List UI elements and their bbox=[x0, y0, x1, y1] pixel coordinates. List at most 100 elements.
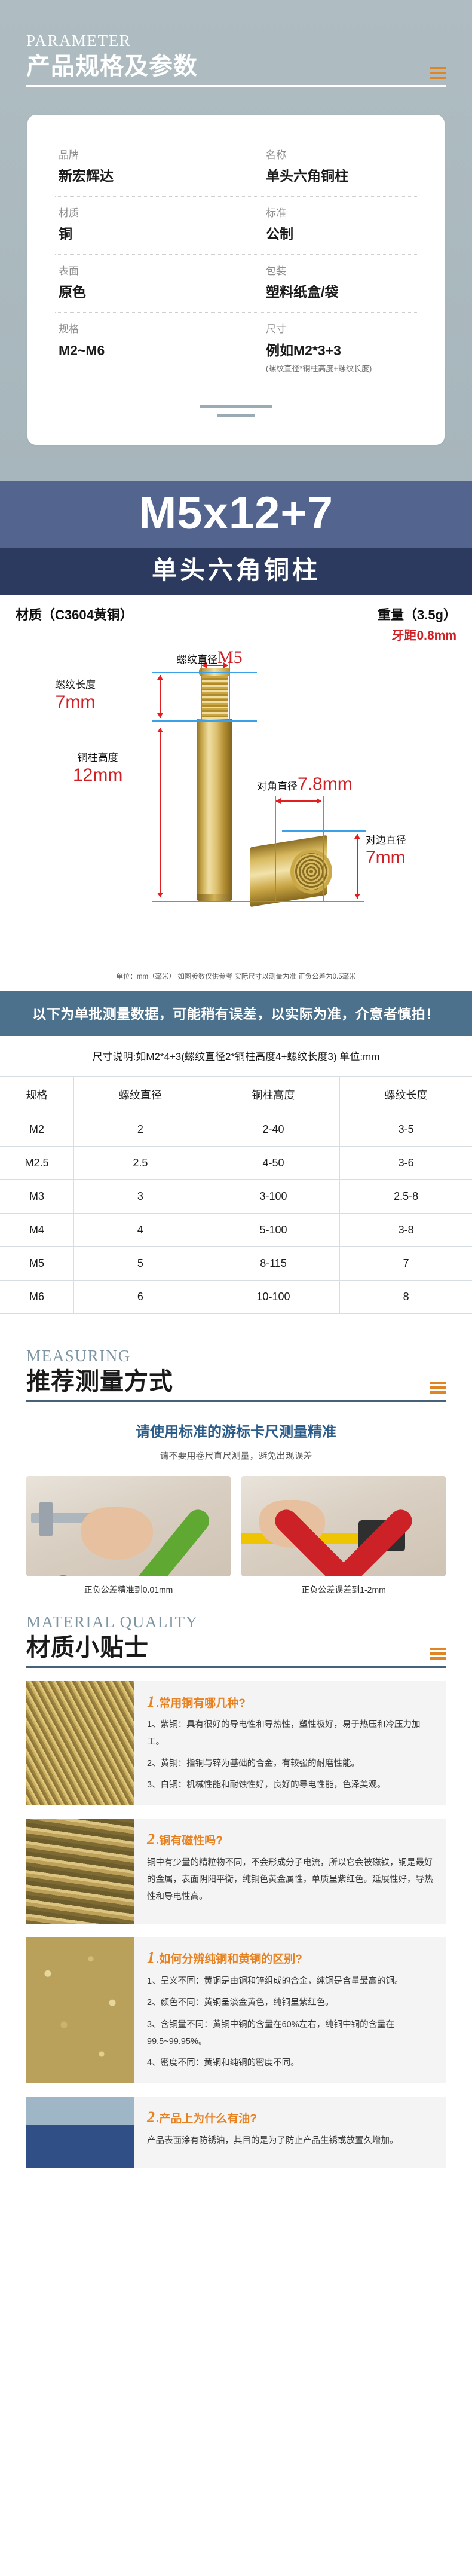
spec-key: 材质 bbox=[59, 207, 79, 219]
dimension-arrow-diagonal-diameter bbox=[276, 798, 321, 805]
parameter-eyebrow: PARAMETER bbox=[26, 32, 131, 50]
spec-row: 表面 原色 包装 塑料纸盒/袋 bbox=[55, 254, 417, 312]
material-divider bbox=[26, 1666, 446, 1668]
card-dashes-decoration bbox=[55, 384, 417, 417]
qa-item: 1 .如何分辨纯铜和黄铜的区别? 1、呈义不同：黄铜是由铜和锌组成的合金，纯铜是含… bbox=[26, 1937, 446, 2084]
cell: M4 bbox=[0, 1213, 75, 1248]
brass-column-bottom-cap bbox=[197, 894, 232, 902]
brass-hex-column-standing bbox=[197, 719, 232, 899]
spec-cell-size: 尺寸 例如M2*3+3 (螺纹直径*铜柱高度+螺纹长度) bbox=[236, 321, 417, 373]
table-row: M6 6 10-100 8 bbox=[0, 1280, 472, 1315]
measuring-cards: 正负公差精准到0.01mm 正负公差误差到1-2mm bbox=[0, 1462, 472, 1596]
spec-cell-standard: 标准 公制 bbox=[236, 205, 417, 243]
table-row: M5 5 8-115 7 bbox=[0, 1246, 472, 1281]
spec-cell-material: 材质 铜 bbox=[55, 205, 236, 243]
column-header: 螺纹直径 bbox=[73, 1076, 207, 1114]
annotation-across-flats-diameter: 对边直径 7mm bbox=[366, 835, 406, 868]
cell: 10-100 bbox=[206, 1280, 341, 1315]
spec-card-wrap: 品牌 新宏辉达 名称 单头六角铜柱 材质 铜 标准 公制 bbox=[0, 87, 472, 481]
spec-key: 表面 bbox=[59, 265, 79, 277]
cell: M2 bbox=[0, 1113, 75, 1147]
spec-cell-brand: 品牌 新宏辉达 bbox=[55, 147, 236, 185]
qa-line: 1、紫铜：具有很好的导电性和导热性，塑性极好，易于热压和冷压力加工。 bbox=[147, 1720, 421, 1747]
tape-measure-photo bbox=[241, 1475, 446, 1576]
spec-row: 材质 铜 标准 公制 bbox=[55, 195, 417, 254]
qa-item: 2 .铜有磁性吗? 铜中有少量的精粒物不同，不会形成分子电流，所以它会被磁铁，铜是… bbox=[26, 1819, 446, 1924]
cell: 4-50 bbox=[206, 1146, 341, 1181]
dimension-arrow-thread-length bbox=[157, 675, 163, 719]
banner-product-name-bar: 单头六角铜柱 bbox=[0, 548, 472, 595]
measuring-card-correct: 正负公差精准到0.01mm bbox=[26, 1475, 231, 1596]
cell: M5 bbox=[0, 1246, 75, 1281]
material-title: 材质小贴士 bbox=[26, 1634, 149, 1661]
qa-line: 3、白铜：机械性能和耐蚀性好，良好的导电性能，色泽美观。 bbox=[147, 1780, 386, 1790]
qa-question: 2 .铜有磁性吗? bbox=[147, 1831, 223, 1848]
spec-key: 名称 bbox=[266, 149, 286, 161]
cell: 7 bbox=[339, 1246, 472, 1281]
weight-label: 重量（3.5g） bbox=[377, 607, 456, 623]
qa-line: 3、含铜量不同：黄铜中铜的含量在60%左右，纯铜中铜的含量在99.5~99.95… bbox=[147, 2019, 395, 2046]
dimension-arrow-thread-diameter bbox=[202, 662, 228, 669]
guide-line bbox=[323, 796, 324, 903]
column-header: 规格 bbox=[0, 1076, 75, 1114]
cell: 3-6 bbox=[339, 1146, 472, 1181]
section-diagram: 材质（C3604黄铜） 重量（3.5g） 牙距0.8mm bbox=[0, 595, 472, 991]
cell: 3-8 bbox=[339, 1213, 472, 1248]
dimension-arrow-pillar-height bbox=[157, 728, 163, 898]
measuring-header: MEASURING 推荐测量方式 bbox=[0, 1347, 472, 1402]
cell: 2 bbox=[73, 1113, 207, 1147]
annotation-thread-length: 螺纹长度 7mm bbox=[55, 679, 96, 713]
hamburger-icon[interactable] bbox=[430, 66, 446, 79]
measuring-card-caption: 正负公差精准到0.01mm bbox=[84, 1584, 173, 1594]
banner-product-name: 单头六角铜柱 bbox=[151, 555, 320, 584]
parameter-divider bbox=[26, 84, 446, 87]
cell: 5 bbox=[73, 1246, 207, 1281]
spec-row: 规格 M2~M6 尺寸 例如M2*3+3 (螺纹直径*铜柱高度+螺纹长度) bbox=[55, 312, 417, 384]
brass-chips-photo bbox=[26, 1937, 134, 2084]
qa-body: 2 .产品上为什么有油? 产品表面涂有防锈油，其目的是为了防止产品生锈或放置久增加… bbox=[134, 2097, 446, 2169]
material-eyebrow: MATERIAL QUALITY bbox=[26, 1612, 198, 1631]
brass-coil-photo bbox=[26, 1819, 134, 1924]
spec-value: 例如M2*3+3 bbox=[266, 342, 341, 358]
column-header: 螺纹长度 bbox=[339, 1076, 472, 1114]
spec-key: 包装 bbox=[266, 265, 286, 277]
dimension-table: 规格 螺纹直径 铜柱高度 螺纹长度 M2 2 2-40 3-5 M2.5 2.5… bbox=[0, 1076, 472, 1315]
product-dimension-diagram: 螺纹直径M5 螺纹长度 7mm 铜柱高度 12mm 对角直径7.8mm 对边直径… bbox=[0, 644, 472, 967]
spec-value: 铜 bbox=[59, 226, 72, 242]
section-dimension-table: 尺寸说明:如M2*4+3(螺纹直径2*铜柱高度4+螺纹长度3) 单位:mm 规格… bbox=[0, 1036, 472, 1333]
banner-spec-code: M5x12+7 bbox=[138, 487, 334, 539]
spec-cell-packaging: 包装 塑料纸盒/袋 bbox=[236, 263, 417, 301]
cell: 6 bbox=[73, 1280, 207, 1315]
section-spec-banner: M5x12+7 单头六角铜柱 bbox=[0, 480, 472, 595]
annotation-pillar-height: 铜柱高度 12mm bbox=[73, 752, 123, 786]
qa-item: 2 .产品上为什么有油? 产品表面涂有防锈油，其目的是为了防止产品生锈或放置久增加… bbox=[26, 2097, 446, 2169]
qa-question: 1 .常用铜有哪几种? bbox=[147, 1692, 246, 1710]
section-material-quality: MATERIAL QUALITY 材质小贴士 1 .常用铜有哪几种? 1、紫铜：具… bbox=[0, 1595, 472, 2169]
parameter-title: 产品规格及参数 bbox=[26, 53, 198, 80]
spec-value-note: (螺纹直径*铜柱高度+螺纹长度) bbox=[266, 363, 372, 373]
spec-value: 原色 bbox=[59, 284, 86, 300]
qa-question: 1 .如何分辨纯铜和黄铜的区别? bbox=[147, 1949, 302, 1967]
qa-line: 产品表面涂有防锈油，其目的是为了防止产品生锈或放置久增加。 bbox=[147, 2136, 399, 2146]
hamburger-icon[interactable] bbox=[430, 1647, 446, 1660]
annotation-diagonal-diameter: 对角直径7.8mm bbox=[257, 774, 353, 795]
spec-cell-surface: 表面 原色 bbox=[55, 263, 236, 301]
measuring-subline: 请不要用卷尺直尺测量，避免出现误差 bbox=[160, 1450, 312, 1461]
section-measuring: MEASURING 推荐测量方式 请使用标准的游标卡尺测量精准 请不要用卷尺直尺… bbox=[0, 1332, 472, 1596]
cross-icon bbox=[275, 1509, 412, 1576]
cell: 4 bbox=[73, 1213, 207, 1248]
hamburger-icon[interactable] bbox=[430, 1381, 446, 1394]
check-icon bbox=[58, 1509, 210, 1576]
cell: 8-115 bbox=[206, 1246, 341, 1281]
qa-body: 1 .如何分辨纯铜和黄铜的区别? 1、呈义不同：黄铜是由铜和锌组成的合金，纯铜是含… bbox=[134, 1937, 446, 2084]
spec-value: 公制 bbox=[266, 226, 293, 242]
guide-line bbox=[275, 796, 276, 903]
brass-thread-stud bbox=[201, 673, 228, 722]
measuring-card-caption: 正负公差误差到1-2mm bbox=[301, 1584, 386, 1594]
cell: M3 bbox=[0, 1179, 75, 1214]
spec-value: 单头六角铜柱 bbox=[266, 167, 348, 184]
product-detail-page: PARAMETER 产品规格及参数 品牌 新宏辉达 名称 单头六角铜柱 bbox=[0, 0, 472, 2169]
measuring-divider bbox=[26, 1399, 446, 1402]
measuring-headline: 请使用标准的游标卡尺测量精准 bbox=[136, 1423, 336, 1440]
spec-cell-name: 名称 单头六角铜柱 bbox=[236, 147, 417, 185]
